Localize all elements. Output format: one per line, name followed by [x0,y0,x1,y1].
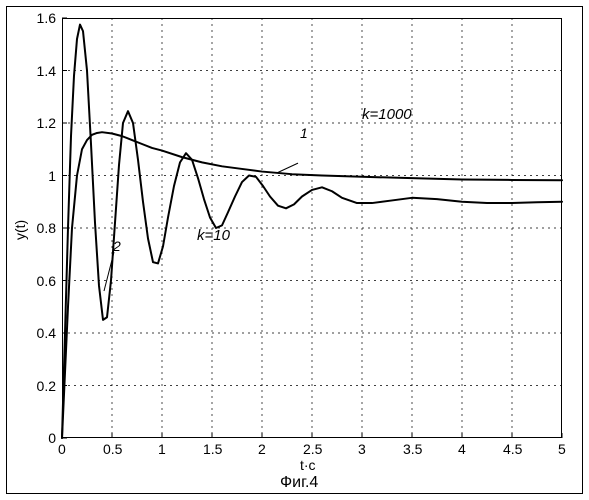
xtick-0: 0 [58,441,66,457]
curve-label-2: 2 [113,238,121,254]
xtick-10: 5 [558,441,566,457]
xtick-2: 1 [158,441,166,457]
ytick-7: 1.4 [37,63,56,79]
xtick-4: 2 [258,441,266,457]
ytick-8: 1.6 [37,10,56,26]
xtick-8: 4 [458,441,466,457]
ytick-1: 0.2 [37,378,56,394]
xtick-7: 3.5 [403,441,422,457]
ytick-2: 0.4 [37,325,56,341]
xtick-1: 0.5 [103,441,122,457]
x-axis-label: t·c [300,457,316,473]
plot-svg [0,0,589,500]
curve-2-k10 [62,25,562,438]
ytick-0: 0 [48,430,56,446]
annot-k1000: k=1000 [362,106,412,123]
xtick-3: 1.5 [203,441,222,457]
xtick-9: 4.5 [503,441,522,457]
ytick-3: 0.6 [37,273,56,289]
y-axis-label: y(t) [12,220,28,240]
curve-label-1: 1 [300,125,308,141]
figure-caption: Фиг.4 [280,474,318,492]
xtick-6: 3 [358,441,366,457]
ytick-6: 1.2 [37,115,56,131]
ytick-4: 0.8 [37,220,56,236]
xtick-5: 2.5 [303,441,322,457]
annot-k10: k=10 [197,227,230,244]
ytick-5: 1 [48,168,56,184]
curve-1-k1000 [62,132,562,438]
